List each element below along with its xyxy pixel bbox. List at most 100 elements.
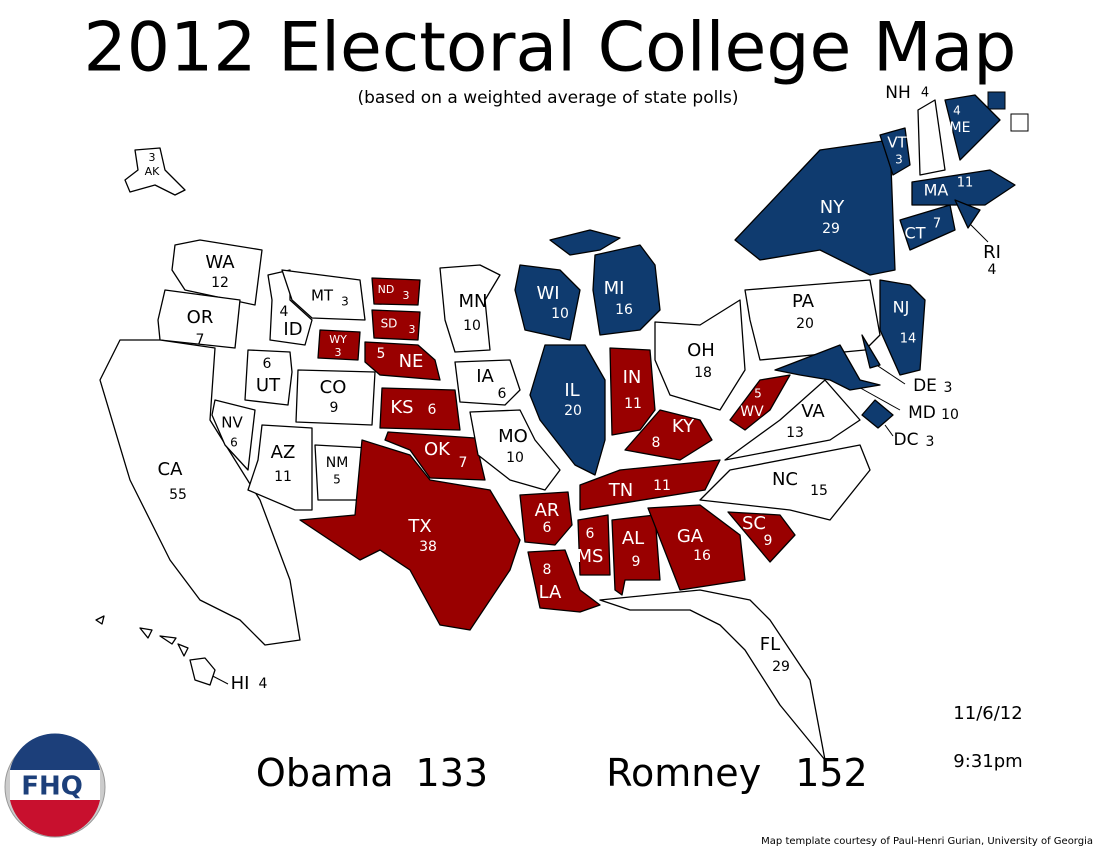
state-votes: 3 bbox=[341, 295, 349, 309]
state-abbr: OH bbox=[687, 340, 715, 361]
state-abbr: LA bbox=[539, 582, 562, 603]
date: 11/6/12 bbox=[953, 703, 1022, 724]
state-shape bbox=[774, 344, 881, 391]
state-votes: 8 bbox=[543, 562, 552, 578]
state-shape bbox=[519, 491, 573, 546]
state-shape bbox=[599, 589, 826, 761]
state-votes: 18 bbox=[694, 365, 712, 381]
state-shape bbox=[724, 379, 861, 461]
state-votes: 20 bbox=[796, 316, 814, 332]
state-votes: 3 bbox=[926, 434, 935, 450]
candidate-votes: 133 bbox=[416, 751, 489, 795]
state-shape bbox=[861, 399, 894, 429]
state-abbr: NY bbox=[820, 197, 845, 218]
state-votes: 10 bbox=[941, 407, 959, 423]
state-abbr: MS bbox=[577, 546, 604, 567]
state-votes: 4 bbox=[953, 104, 961, 118]
state-votes: 8 bbox=[652, 435, 661, 451]
state-shape bbox=[529, 344, 606, 476]
island bbox=[139, 627, 153, 639]
state-shape bbox=[609, 347, 656, 436]
state-abbr: MN bbox=[459, 291, 488, 312]
island bbox=[95, 615, 105, 625]
state-abbr: OR bbox=[187, 307, 214, 328]
state-abbr: TN bbox=[608, 480, 633, 501]
state-abbr: CO bbox=[320, 377, 347, 398]
state-shape bbox=[549, 229, 621, 256]
state-votes: 14 bbox=[900, 332, 917, 347]
state-shape bbox=[592, 244, 661, 336]
state-votes: 7 bbox=[933, 217, 941, 232]
state-shape bbox=[211, 399, 256, 471]
state-abbr: CT bbox=[905, 224, 926, 243]
state-abbr: MD bbox=[908, 403, 936, 423]
state-shape bbox=[527, 549, 601, 613]
state-abbr: OK bbox=[424, 439, 451, 460]
state-abbr: MT bbox=[311, 287, 334, 305]
obama-total: Obama 133 bbox=[256, 751, 488, 795]
state-abbr: NH bbox=[885, 83, 911, 103]
state-abbr: AZ bbox=[271, 442, 296, 463]
state-shape bbox=[734, 139, 896, 276]
state-votes: 9 bbox=[632, 554, 641, 570]
state-votes: 29 bbox=[822, 221, 840, 237]
island bbox=[159, 635, 177, 645]
state-abbr: IL bbox=[564, 380, 579, 401]
state-votes: 16 bbox=[693, 548, 711, 564]
state-abbr: DE bbox=[913, 376, 937, 396]
state-abbr: AR bbox=[535, 500, 560, 521]
state-shape bbox=[99, 339, 301, 646]
state-votes: 13 bbox=[786, 425, 804, 441]
state-shape bbox=[514, 264, 581, 341]
state-abbr: ME bbox=[950, 120, 971, 136]
state-shape bbox=[281, 269, 366, 321]
state-votes: 7 bbox=[459, 455, 468, 471]
state-abbr: AK bbox=[145, 165, 161, 178]
state-votes: 10 bbox=[463, 318, 481, 334]
candidate-name: Romney bbox=[606, 751, 761, 795]
state-shape bbox=[879, 127, 911, 176]
state-votes: 5 bbox=[377, 346, 386, 362]
state-votes: 4 bbox=[259, 676, 268, 692]
logo-band bbox=[10, 770, 100, 800]
state-votes: 11 bbox=[957, 176, 974, 191]
state-votes: 5 bbox=[754, 387, 762, 401]
subtitle: (based on a weighted average of state po… bbox=[357, 88, 738, 108]
state-votes: 3 bbox=[403, 289, 410, 302]
state-abbr: UT bbox=[256, 375, 281, 396]
state-shape bbox=[469, 409, 561, 491]
state-abbr: PA bbox=[792, 291, 815, 312]
state-abbr: TX bbox=[407, 516, 431, 537]
state-shape bbox=[647, 504, 746, 591]
state-abbr: VA bbox=[801, 401, 825, 422]
fhq-logo: FHQ bbox=[4, 733, 106, 838]
state-shape bbox=[439, 264, 501, 353]
leader-line bbox=[884, 424, 894, 437]
state-shape bbox=[861, 334, 881, 369]
state-shape bbox=[189, 657, 216, 686]
state-abbr: RI bbox=[983, 242, 1001, 263]
state-abbr: FL bbox=[760, 634, 780, 655]
state-abbr: SC bbox=[742, 513, 766, 534]
state-votes: 3 bbox=[335, 346, 342, 359]
state-shape bbox=[577, 514, 611, 576]
state-abbr: IA bbox=[476, 366, 494, 387]
logo-text: FHQ bbox=[21, 772, 83, 802]
state-abbr: NV bbox=[221, 414, 243, 432]
state-votes: 4 bbox=[921, 86, 929, 101]
state-abbr: SD bbox=[381, 317, 398, 331]
credit: Map template courtesy of Paul-Henri Guri… bbox=[761, 836, 1093, 847]
title: 2012 Electoral College Map bbox=[84, 9, 1017, 88]
state-shape bbox=[299, 439, 521, 631]
state-votes: 10 bbox=[551, 306, 569, 322]
state-shape bbox=[379, 387, 461, 431]
state-abbr: WA bbox=[205, 252, 235, 273]
hawaii-islands bbox=[95, 615, 189, 657]
state-shape bbox=[157, 289, 241, 349]
state-votes: 10 bbox=[506, 450, 524, 466]
state-abbr: HI bbox=[231, 673, 250, 694]
state-votes: 6 bbox=[586, 526, 595, 542]
state-abbr: WY bbox=[329, 333, 347, 346]
state-votes: 55 bbox=[169, 487, 187, 503]
state-votes: 16 bbox=[615, 302, 633, 318]
